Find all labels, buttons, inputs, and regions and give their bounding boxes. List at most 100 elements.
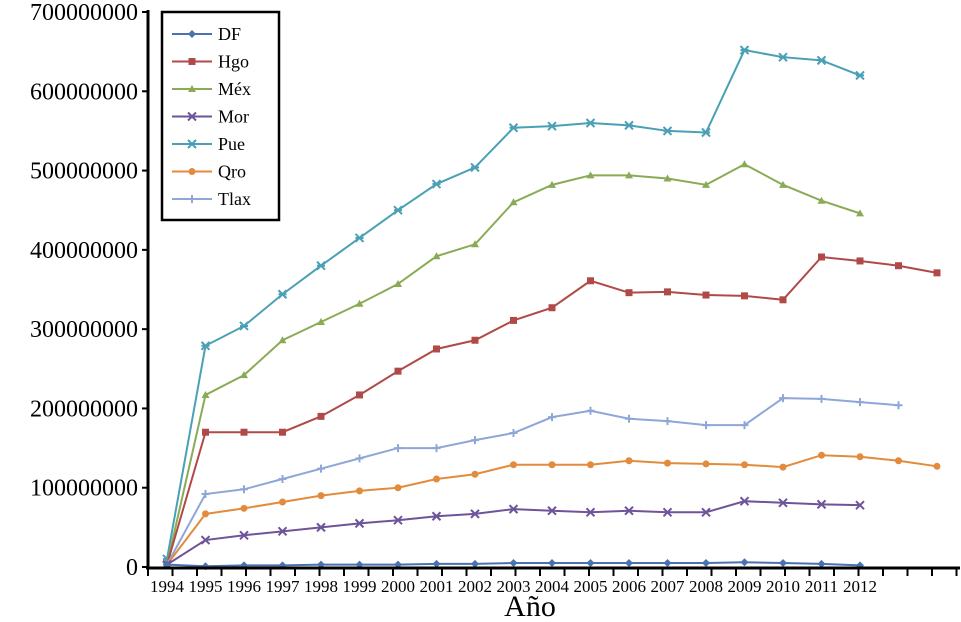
data-point [277,526,288,537]
data-point [431,511,442,521]
data-point [187,139,197,149]
data-point [548,559,556,568]
legend-item: Pue [172,134,245,154]
data-point [817,196,826,204]
data-point [625,414,633,423]
data-point [239,321,249,331]
data-point [201,490,210,499]
data-point [508,504,519,514]
series-line [166,500,861,566]
data-point [587,277,594,285]
data-point [433,475,440,483]
x-tick-label: 2002 [458,577,492,596]
data-point [779,559,787,568]
data-point [509,429,518,438]
data-point [778,52,788,62]
data-point [471,470,479,478]
data-point [624,120,634,131]
data-point [354,233,365,243]
data-point [393,205,403,215]
series-line [166,397,899,566]
data-point [663,417,672,426]
legend-label: Tlax [218,189,251,209]
data-point [471,559,479,568]
data-point [625,457,633,465]
data-point [741,292,748,300]
x-tick-label: 1999 [343,577,377,596]
data-point [933,269,941,277]
data-point [393,515,403,525]
legend: DF Hgo Méx Mor Pue Qro Tlax [160,10,281,222]
data-point [278,336,287,344]
data-point [816,55,827,66]
data-point [188,168,196,175]
x-tick-label: 1996 [227,577,261,596]
data-point [317,412,325,420]
data-point [702,559,710,568]
data-point [779,394,787,403]
x-tick-label: 2000 [381,577,415,596]
x-tick-label: 2010 [766,577,800,596]
data-point [317,464,325,473]
data-point [201,390,210,398]
data-point [625,289,633,297]
data-point [354,518,365,529]
data-point [187,111,197,122]
y-tick-label: 300000000 [30,317,138,343]
data-point [547,121,557,131]
series-hgo [163,253,941,569]
data-point [779,180,787,188]
data-point [279,498,286,506]
x-tick-label: 2005 [574,577,608,596]
data-point [188,30,196,38]
legend-label: Mor [218,107,249,127]
y-tick-label: 600000000 [30,79,138,105]
legend-label: Hgo [218,52,249,72]
x-tick-label: 2001 [420,577,454,596]
x-tick-label: 1994 [150,577,185,596]
data-point [240,371,248,379]
data-point [586,171,595,179]
data-point [394,444,402,453]
data-point [855,70,865,81]
legend-label: Qro [218,162,246,182]
data-point [508,123,519,133]
data-point [933,462,941,470]
data-point [277,289,288,299]
data-point [585,507,596,518]
data-point [433,345,440,353]
data-point [548,304,556,312]
legend-label: Pue [218,134,245,154]
data-point [818,253,825,261]
series-mor [162,496,865,570]
data-point [471,436,479,445]
series-pue [162,45,865,564]
data-point [663,559,672,568]
data-point [856,398,864,407]
data-point [586,559,595,568]
x-tick-label: 1997 [266,577,301,596]
data-point [432,252,441,260]
y-tick-label: 0 [126,555,138,581]
data-point [779,296,787,304]
data-point [394,484,402,492]
data-point [431,179,442,189]
data-point [278,474,287,483]
data-point [895,457,902,465]
data-point [510,461,517,469]
data-point [702,460,710,468]
legend-item: Méx [172,79,251,99]
data-point [316,522,326,533]
data-point [664,288,671,296]
x-axis-label: Año [504,590,556,622]
data-point [355,299,364,307]
data-point [547,505,557,516]
data-point [188,195,196,203]
data-point [509,559,518,568]
data-point [548,461,556,469]
data-point [778,498,788,508]
data-point [662,126,673,136]
x-tick-label: 2009 [728,577,762,596]
data-point [856,453,864,461]
